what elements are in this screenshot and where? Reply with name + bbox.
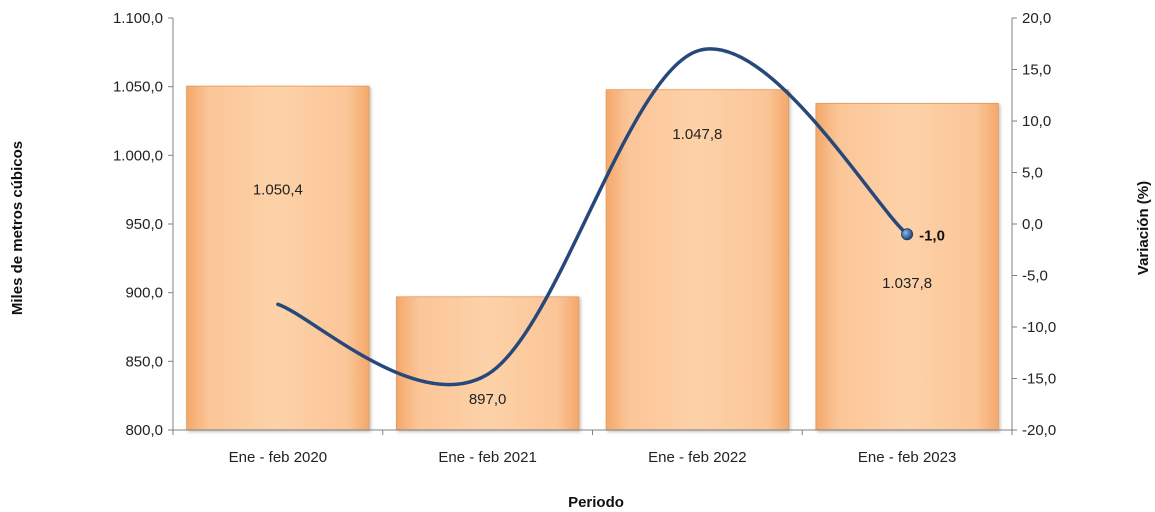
y-tick-label: 1.000,0 [113,147,163,164]
bar [395,296,580,431]
bar [186,85,370,431]
bar [605,89,789,431]
line-point-label: -1,0 [919,227,945,244]
y2-tick-label: 15,0 [1022,62,1051,79]
y-tick-label: 850,0 [125,353,163,370]
bar [815,103,999,431]
bar-data-label: 1.050,4 [253,181,303,198]
y2-tick-label: 10,0 [1022,113,1051,130]
y2-axis-title: Variación (%) [1135,181,1152,275]
y2-tick-label: 5,0 [1022,165,1043,182]
x-tick-label: Ene - feb 2020 [229,449,327,466]
bars-layer [186,85,999,431]
y-tick-label: 800,0 [125,422,163,439]
x-axis-title: Periodo [568,494,624,511]
bar-data-label: 1.037,8 [882,275,932,292]
line-point-marker [901,228,914,241]
y-tick-label: 950,0 [125,216,163,233]
bar-data-label: 897,0 [469,391,507,408]
y-tick-label: 1.050,0 [113,79,163,96]
x-tick-label: Ene - feb 2023 [858,449,956,466]
bar-data-label: 1.047,8 [672,126,722,143]
variation-line [276,47,909,387]
x-tick-label: Ene - feb 2021 [438,449,536,466]
y2-tick-label: 20,0 [1022,10,1051,27]
y-tick-label: 1.100,0 [113,10,163,27]
labels-layer: -1,0 1.050,4 897,0 1.047,8 1.037,8 [253,126,945,408]
y2-tick-label: -10,0 [1022,319,1056,336]
y2-tick-label: -20,0 [1022,422,1056,439]
y2-tick-label: 0,0 [1022,216,1043,233]
y-tick-label: 900,0 [125,285,163,302]
y2-tick-label: -5,0 [1022,268,1048,285]
y-axis-title: Miles de metros cúbicos [9,141,26,315]
y2-tick-label: -15,0 [1022,371,1056,388]
axes-layer: 800,0 850,0 900,0 950,0 1.000,0 1.050,0 1.100,… [113,10,1056,466]
x-tick-label: Ene - feb 2022 [648,449,746,466]
line-layer [276,47,914,387]
